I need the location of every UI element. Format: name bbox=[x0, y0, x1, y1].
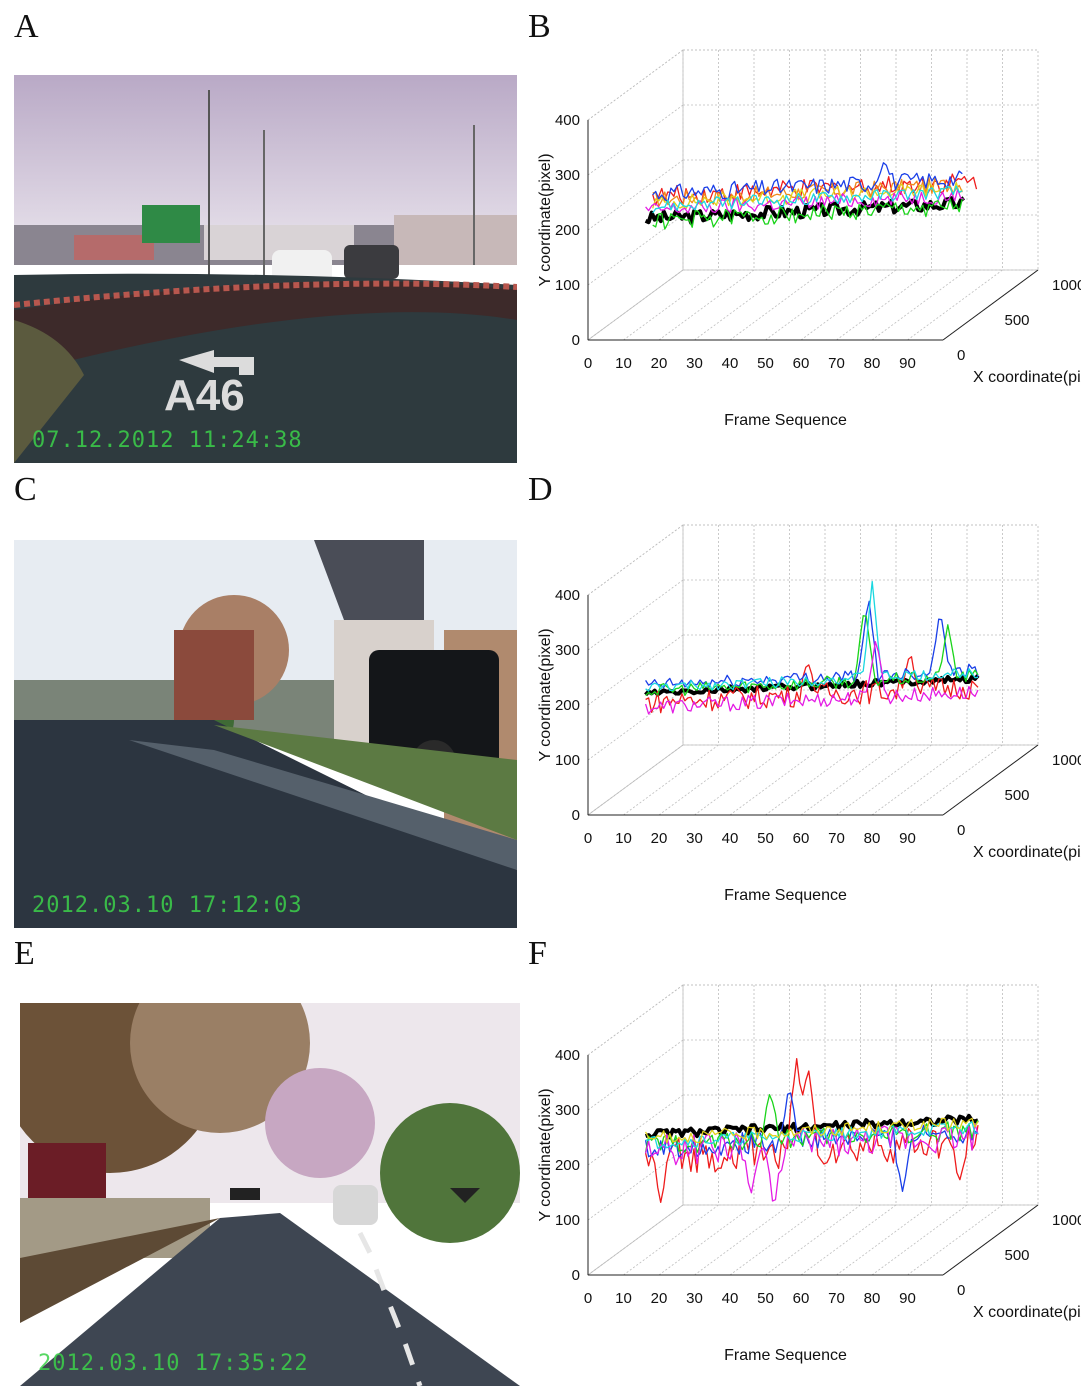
x-tick-label: 20 bbox=[651, 1290, 668, 1307]
series-line-magenta bbox=[644, 640, 979, 715]
y-axis-title: Y coordinate(pixel) bbox=[537, 628, 554, 761]
x-tick-label: 70 bbox=[828, 355, 845, 372]
y-tick-label: 300 bbox=[555, 642, 580, 659]
x-tick-label: 10 bbox=[615, 1290, 632, 1307]
panel-label-b: B bbox=[528, 8, 551, 45]
y-axis-title: Y coordinate(pixel) bbox=[537, 1088, 554, 1221]
x-tick-label: 10 bbox=[615, 355, 632, 372]
x-tick-label: 70 bbox=[828, 1290, 845, 1307]
road-photo-c: 2012.03.10 17:12:03 bbox=[14, 540, 517, 928]
series-line-magenta bbox=[645, 188, 964, 214]
panel-label-a: A bbox=[14, 8, 39, 45]
z-tick-label: 500 bbox=[1005, 787, 1030, 804]
z-tick-label: 1000 bbox=[1052, 277, 1081, 294]
panel-label-c: C bbox=[14, 471, 37, 508]
series-line-yellow bbox=[645, 1117, 979, 1144]
y-tick-label: 0 bbox=[572, 332, 580, 349]
series-line-cyan bbox=[652, 185, 963, 214]
series-line-black bbox=[644, 674, 980, 697]
y-tick-label: 100 bbox=[555, 1212, 580, 1229]
x-tick-label: 0 bbox=[584, 1290, 592, 1307]
x-tick-label: 80 bbox=[864, 355, 881, 372]
x-axis-title: Frame Sequence bbox=[724, 887, 847, 904]
x-tick-label: 50 bbox=[757, 355, 774, 372]
x-tick-label: 60 bbox=[793, 355, 810, 372]
chart-svg: 0 10 20 30 40 50 60 70 80 90 0 100 200 300 400 0 500 1000… bbox=[537, 524, 1081, 904]
x-tick-label: 40 bbox=[722, 830, 739, 847]
series-line-green bbox=[645, 615, 979, 697]
y-tick-label: 100 bbox=[555, 277, 580, 294]
x-tick-label: 60 bbox=[793, 1290, 810, 1307]
timestamp-c: 2012.03.10 17:12:03 bbox=[32, 893, 303, 918]
x-tick-label: 50 bbox=[757, 1290, 774, 1307]
y-tick-label: 200 bbox=[555, 1157, 580, 1174]
y-tick-label: 400 bbox=[555, 1047, 580, 1064]
z-tick-label: 1000 bbox=[1052, 1212, 1081, 1229]
x-tick-label: 90 bbox=[899, 830, 916, 847]
chart-svg: 0 10 20 30 40 50 60 70 80 90 0 100 200 300 400 0 500 1000… bbox=[537, 984, 1081, 1364]
x-axis-title: Frame Sequence bbox=[724, 1347, 847, 1364]
road-marking-text: A46 bbox=[164, 371, 245, 420]
x-tick-label: 30 bbox=[686, 1290, 703, 1307]
trajectory-chart-f: 0 10 20 30 40 50 60 70 80 90 0 100 200 300 400 0 500 1000… bbox=[537, 984, 1081, 1385]
panel-label-f: F bbox=[528, 935, 547, 972]
series-line-cyan bbox=[645, 580, 979, 692]
x-tick-label: 30 bbox=[686, 355, 703, 372]
x-tick-label: 20 bbox=[651, 830, 668, 847]
y-tick-label: 0 bbox=[572, 807, 580, 824]
x-tick-label: 50 bbox=[757, 830, 774, 847]
x-tick-label: 10 bbox=[615, 830, 632, 847]
z-axis-title: X coordinate(pixel) bbox=[973, 1304, 1081, 1321]
x-tick-label: 0 bbox=[584, 355, 592, 372]
x-axis-title: Frame Sequence bbox=[724, 412, 847, 429]
x-tick-label: 80 bbox=[864, 830, 881, 847]
x-tick-label: 60 bbox=[793, 830, 810, 847]
z-tick-label: 0 bbox=[957, 822, 965, 839]
series-line-blue bbox=[652, 162, 963, 203]
road-photo-a: A46 07.12.2012 11:24:38 bbox=[14, 75, 517, 463]
y-tick-label: 100 bbox=[555, 752, 580, 769]
y-axis-title: Y coordinate(pixel) bbox=[537, 153, 554, 286]
y-tick-label: 200 bbox=[555, 697, 580, 714]
road-photo-e: 2012.03.10 17:35:22 bbox=[20, 1003, 520, 1386]
y-tick-label: 400 bbox=[555, 112, 580, 129]
series-line-magenta bbox=[644, 1123, 979, 1202]
panel-label-e: E bbox=[14, 935, 35, 972]
timestamp-a: 07.12.2012 11:24:38 bbox=[32, 428, 303, 453]
chart-svg: 0 10 20 30 40 50 60 70 80 90 0 100 200 300 400 0 500 1000… bbox=[537, 49, 1081, 429]
x-tick-label: 20 bbox=[651, 355, 668, 372]
x-tick-label: 40 bbox=[722, 355, 739, 372]
panel-label-d: D bbox=[528, 471, 553, 508]
x-tick-label: 90 bbox=[899, 1290, 916, 1307]
trajectory-chart-d: 0 10 20 30 40 50 60 70 80 90 0 100 200 300 400 0 500 1000… bbox=[537, 524, 1081, 925]
timestamp-e: 2012.03.10 17:35:22 bbox=[38, 1351, 309, 1376]
series-line-green bbox=[652, 198, 963, 230]
y-tick-label: 400 bbox=[555, 587, 580, 604]
x-tick-label: 30 bbox=[686, 830, 703, 847]
x-tick-label: 40 bbox=[722, 1290, 739, 1307]
series-line-blue bbox=[644, 1092, 979, 1193]
z-tick-label: 0 bbox=[957, 1282, 965, 1299]
z-tick-label: 500 bbox=[1005, 1247, 1030, 1264]
y-tick-label: 0 bbox=[572, 1267, 580, 1284]
series-line-red bbox=[645, 656, 979, 714]
x-tick-label: 0 bbox=[584, 830, 592, 847]
z-tick-label: 1000 bbox=[1052, 752, 1081, 769]
z-tick-label: 500 bbox=[1005, 312, 1030, 329]
y-tick-label: 200 bbox=[555, 222, 580, 239]
z-axis-title: X coordinate(pixel) bbox=[973, 844, 1081, 861]
x-tick-label: 80 bbox=[864, 1290, 881, 1307]
trajectory-chart-b: 0 10 20 30 40 50 60 70 80 90 0 100 200 300 400 0 500 1000… bbox=[537, 49, 1081, 450]
x-tick-label: 70 bbox=[828, 830, 845, 847]
z-tick-label: 0 bbox=[957, 347, 965, 364]
y-tick-label: 300 bbox=[555, 167, 580, 184]
series-line-black bbox=[644, 1113, 979, 1141]
y-tick-label: 300 bbox=[555, 1102, 580, 1119]
z-axis-title: X coordinate(pixel) bbox=[973, 369, 1081, 386]
x-tick-label: 90 bbox=[899, 355, 916, 372]
